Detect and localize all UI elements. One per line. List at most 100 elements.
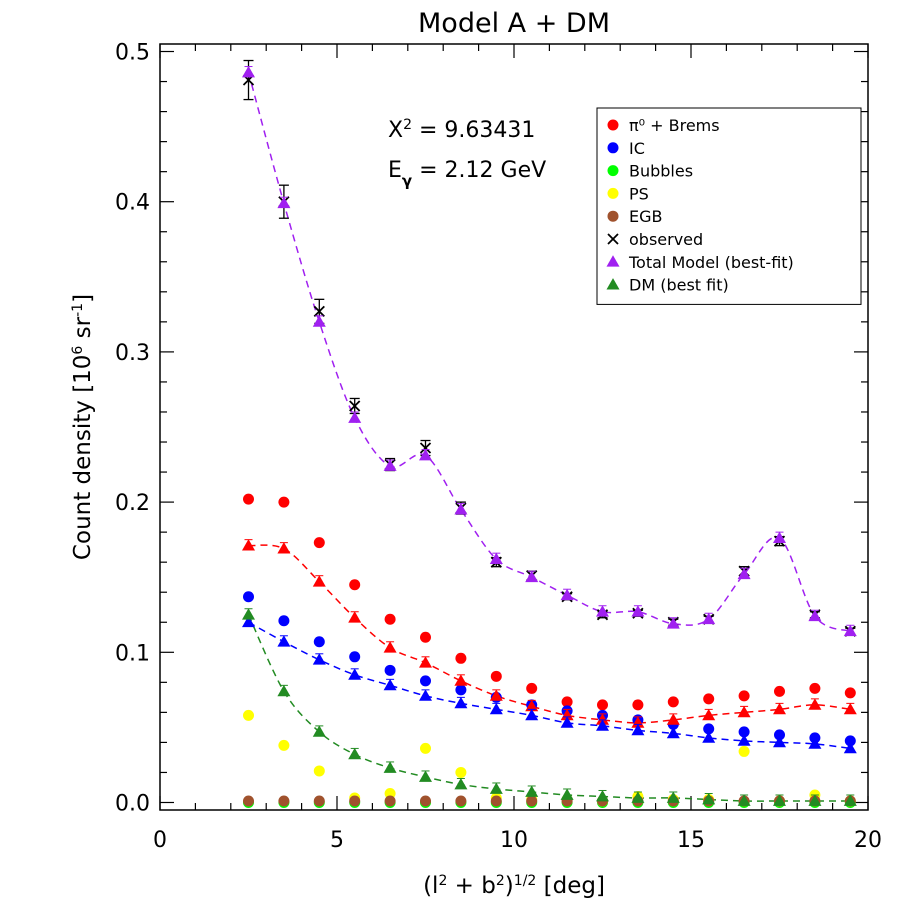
legend-marker-observed — [607, 233, 619, 245]
point-total-model-best-fit — [454, 503, 468, 515]
point-dm-best-fit — [383, 761, 397, 773]
point-ic-fit — [242, 615, 255, 628]
x-marker-stroke — [349, 400, 361, 412]
legend-marker-brems — [607, 119, 619, 131]
point-brems-fit — [383, 641, 397, 653]
legend-marker-ps — [607, 187, 619, 199]
x-tick-label: 20 — [854, 828, 882, 853]
x-marker-stroke — [313, 305, 325, 317]
y-tick-label: 0.4 — [115, 191, 150, 216]
point-total-model-best-fit — [773, 531, 786, 544]
point-dm-best-fit — [419, 770, 432, 782]
point-ps — [455, 766, 467, 778]
legend-label-observed: observed — [629, 230, 703, 249]
point-ic-fit — [525, 708, 539, 721]
point-dm-best-fit — [773, 794, 786, 806]
point-brems — [774, 685, 785, 697]
point-brems — [349, 579, 361, 591]
point-ps — [243, 709, 254, 721]
point-egb — [243, 795, 254, 807]
point-egb — [490, 795, 502, 807]
point-egb — [313, 795, 325, 807]
point-egb — [455, 795, 467, 807]
x-tick-label: 15 — [677, 828, 705, 853]
point-egb — [526, 795, 538, 807]
point-brems-fit — [312, 575, 326, 587]
point-observed — [419, 442, 432, 454]
point-ic-fit — [454, 696, 468, 709]
point-brems-fit — [277, 542, 291, 554]
point-brems — [243, 493, 254, 505]
point-ic-fit — [383, 678, 397, 691]
y-tick-label: 0.3 — [115, 341, 150, 366]
point-dm-best-fit — [596, 789, 609, 802]
point-dm-best-fit — [843, 794, 857, 806]
y-tick-label: 0.1 — [115, 641, 150, 666]
point-brems-fit — [454, 674, 468, 686]
point-ic-fit — [596, 719, 609, 731]
point-brems-fit — [525, 699, 539, 712]
point-brems-fit — [596, 713, 609, 725]
point-total-model-best-fit — [383, 459, 397, 471]
point-total-model-best-fit — [596, 605, 609, 617]
series-line-brems-fit — [248, 544, 851, 724]
point-brems — [313, 537, 325, 549]
y-tick-label: 0.5 — [115, 41, 150, 66]
point-ic — [349, 651, 361, 663]
legend-label-total-model-best-fit: Total Model (best-fit) — [628, 253, 794, 272]
x-axis-label: (l2 + b2)1/2 [deg] — [423, 873, 605, 899]
legend-box — [596, 107, 862, 305]
point-total-model-best-fit — [489, 552, 503, 565]
point-total-model-best-fit — [525, 570, 539, 583]
point-observed — [313, 305, 325, 317]
point-ps — [278, 739, 290, 751]
series-line-ic-fit — [248, 621, 851, 750]
point-brems — [844, 687, 856, 699]
point-dm-best-fit — [702, 792, 716, 805]
x-marker-stroke — [419, 442, 432, 454]
point-brems-fit — [666, 713, 680, 725]
point-ic-fit — [631, 723, 645, 736]
point-dm-best-fit — [666, 791, 680, 803]
point-brems — [420, 631, 431, 643]
point-ic — [243, 591, 254, 603]
y-tick-label: 0.0 — [115, 791, 150, 816]
legend-label-ic: IC — [629, 139, 645, 158]
point-total-model-best-fit — [843, 624, 857, 637]
point-brems — [667, 696, 679, 708]
point-total-model-best-fit — [631, 605, 645, 617]
legend-label-ps: PS — [629, 184, 649, 203]
point-brems-fit — [631, 716, 645, 728]
point-ic — [313, 636, 325, 648]
point-total-model-best-fit — [808, 609, 822, 622]
point-total-model-best-fit — [702, 612, 716, 625]
point-total-model-best-fit — [277, 196, 291, 209]
point-total-model-best-fit — [737, 567, 751, 580]
point-dm-best-fit — [454, 777, 468, 790]
legend-label-bubbles: Bubbles — [629, 162, 693, 181]
x-tick-label: 10 — [500, 828, 528, 853]
point-brems — [490, 670, 502, 682]
point-ic-fit — [489, 702, 503, 715]
y-axis-label: Count density [106 sr-1] — [70, 294, 96, 560]
point-dm-best-fit — [277, 684, 291, 697]
point-ic — [774, 729, 785, 741]
legend-marker-bubbles — [607, 165, 619, 177]
energy-annotation: Eγ = 2.12 GeV — [388, 158, 546, 190]
chi-square-annotation: X2 = 9.63431 — [388, 117, 535, 143]
legend-label-egb: EGB — [629, 207, 662, 226]
point-ic-fit — [702, 731, 716, 743]
point-brems-fit — [843, 702, 857, 715]
x-marker-stroke — [607, 233, 619, 245]
point-ic — [278, 615, 290, 627]
point-brems-fit — [773, 702, 786, 715]
point-brems — [455, 652, 467, 664]
point-total-model-best-fit — [312, 315, 326, 327]
point-ic-fit — [419, 689, 432, 701]
point-brems-fit — [560, 708, 574, 721]
point-egb — [420, 795, 431, 807]
point-egb — [384, 795, 396, 807]
point-total-model-best-fit — [666, 617, 680, 629]
point-ic — [844, 735, 856, 747]
